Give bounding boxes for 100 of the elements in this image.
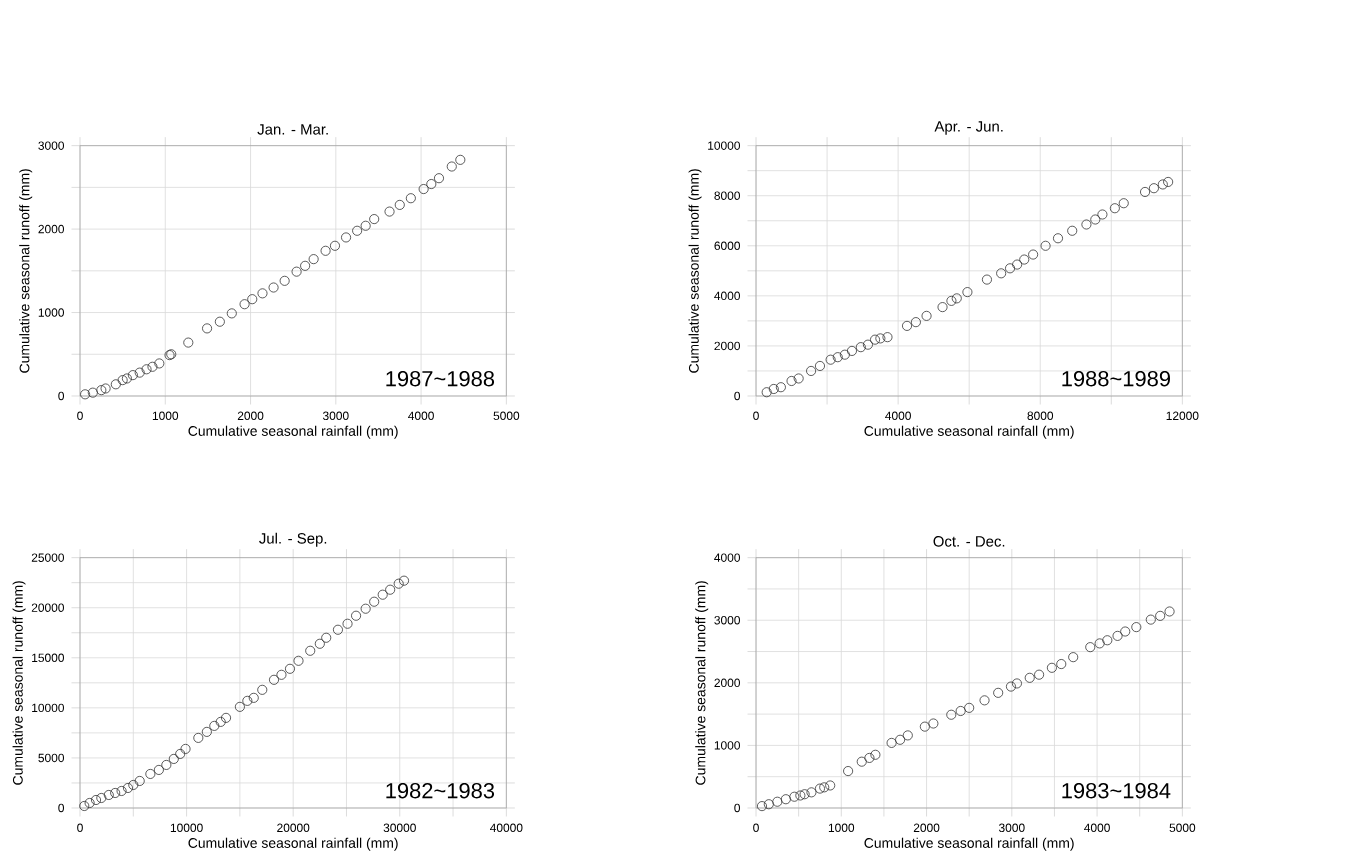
point <box>1140 187 1151 198</box>
point <box>979 695 990 706</box>
point <box>268 282 279 293</box>
annotation: 1982~1983 <box>386 783 495 799</box>
point <box>377 590 388 601</box>
point <box>96 793 107 804</box>
point <box>793 373 804 384</box>
point <box>248 693 259 704</box>
point <box>1024 673 1035 684</box>
point <box>786 376 797 387</box>
annotation: 1987~1988 <box>386 371 495 387</box>
point <box>832 352 843 363</box>
point <box>110 379 121 390</box>
point <box>300 261 311 272</box>
point <box>1145 614 1156 625</box>
point <box>964 703 975 714</box>
point <box>962 287 973 298</box>
point <box>320 246 331 257</box>
point <box>116 786 127 797</box>
point <box>1164 606 1175 617</box>
point <box>276 670 287 681</box>
point <box>426 179 437 190</box>
point <box>928 718 939 729</box>
point <box>1034 670 1045 681</box>
point <box>369 214 380 225</box>
annotation: 1988~1989 <box>1062 371 1170 387</box>
point <box>862 340 873 351</box>
point <box>902 321 913 332</box>
point <box>1068 652 1079 663</box>
point <box>814 783 825 794</box>
point <box>284 664 295 675</box>
point <box>141 364 152 375</box>
point <box>825 355 836 366</box>
point <box>279 276 290 287</box>
point <box>1040 241 1051 252</box>
point <box>122 783 133 794</box>
point <box>134 776 145 787</box>
point <box>1012 259 1023 270</box>
point <box>239 299 250 310</box>
point <box>394 200 405 211</box>
point <box>919 721 930 732</box>
point <box>1112 631 1123 642</box>
point <box>446 161 457 172</box>
point <box>384 206 395 217</box>
point <box>1019 254 1030 265</box>
point <box>360 604 371 615</box>
point <box>1056 659 1067 670</box>
point <box>795 790 806 801</box>
point <box>780 794 791 805</box>
point <box>846 346 857 357</box>
point <box>1120 626 1131 637</box>
point <box>799 789 810 800</box>
point <box>100 383 111 394</box>
point <box>993 688 1004 699</box>
point <box>1163 177 1174 188</box>
point <box>369 597 380 608</box>
point <box>234 702 245 713</box>
point <box>91 795 101 806</box>
point <box>937 302 948 313</box>
point <box>455 155 466 166</box>
point <box>875 333 886 344</box>
point <box>305 646 316 657</box>
point <box>351 611 362 622</box>
point <box>902 730 913 741</box>
point <box>257 685 268 696</box>
annotation: 1983~1984 <box>1062 783 1171 799</box>
point <box>128 780 139 791</box>
point <box>221 713 232 724</box>
point <box>895 735 906 746</box>
point <box>193 733 204 744</box>
point <box>209 721 220 732</box>
point <box>756 801 767 812</box>
point <box>360 221 371 232</box>
point <box>175 749 186 760</box>
point <box>293 656 304 667</box>
point <box>772 797 783 808</box>
point <box>1005 681 1016 692</box>
point <box>1094 638 1105 649</box>
point <box>257 288 268 299</box>
point <box>1097 209 1108 220</box>
point <box>79 801 90 812</box>
point <box>341 232 352 243</box>
point <box>946 710 957 721</box>
point <box>789 792 800 803</box>
point <box>103 790 114 801</box>
point <box>996 268 1007 279</box>
point <box>819 782 830 793</box>
point <box>215 717 226 728</box>
point <box>839 350 850 361</box>
point <box>921 311 932 322</box>
point <box>399 576 410 587</box>
point <box>433 173 444 184</box>
point <box>161 760 172 771</box>
point <box>910 317 921 328</box>
point <box>405 193 416 204</box>
point <box>226 308 237 319</box>
point <box>1148 183 1159 194</box>
point <box>308 254 319 265</box>
point <box>1011 678 1022 689</box>
point <box>352 226 363 237</box>
